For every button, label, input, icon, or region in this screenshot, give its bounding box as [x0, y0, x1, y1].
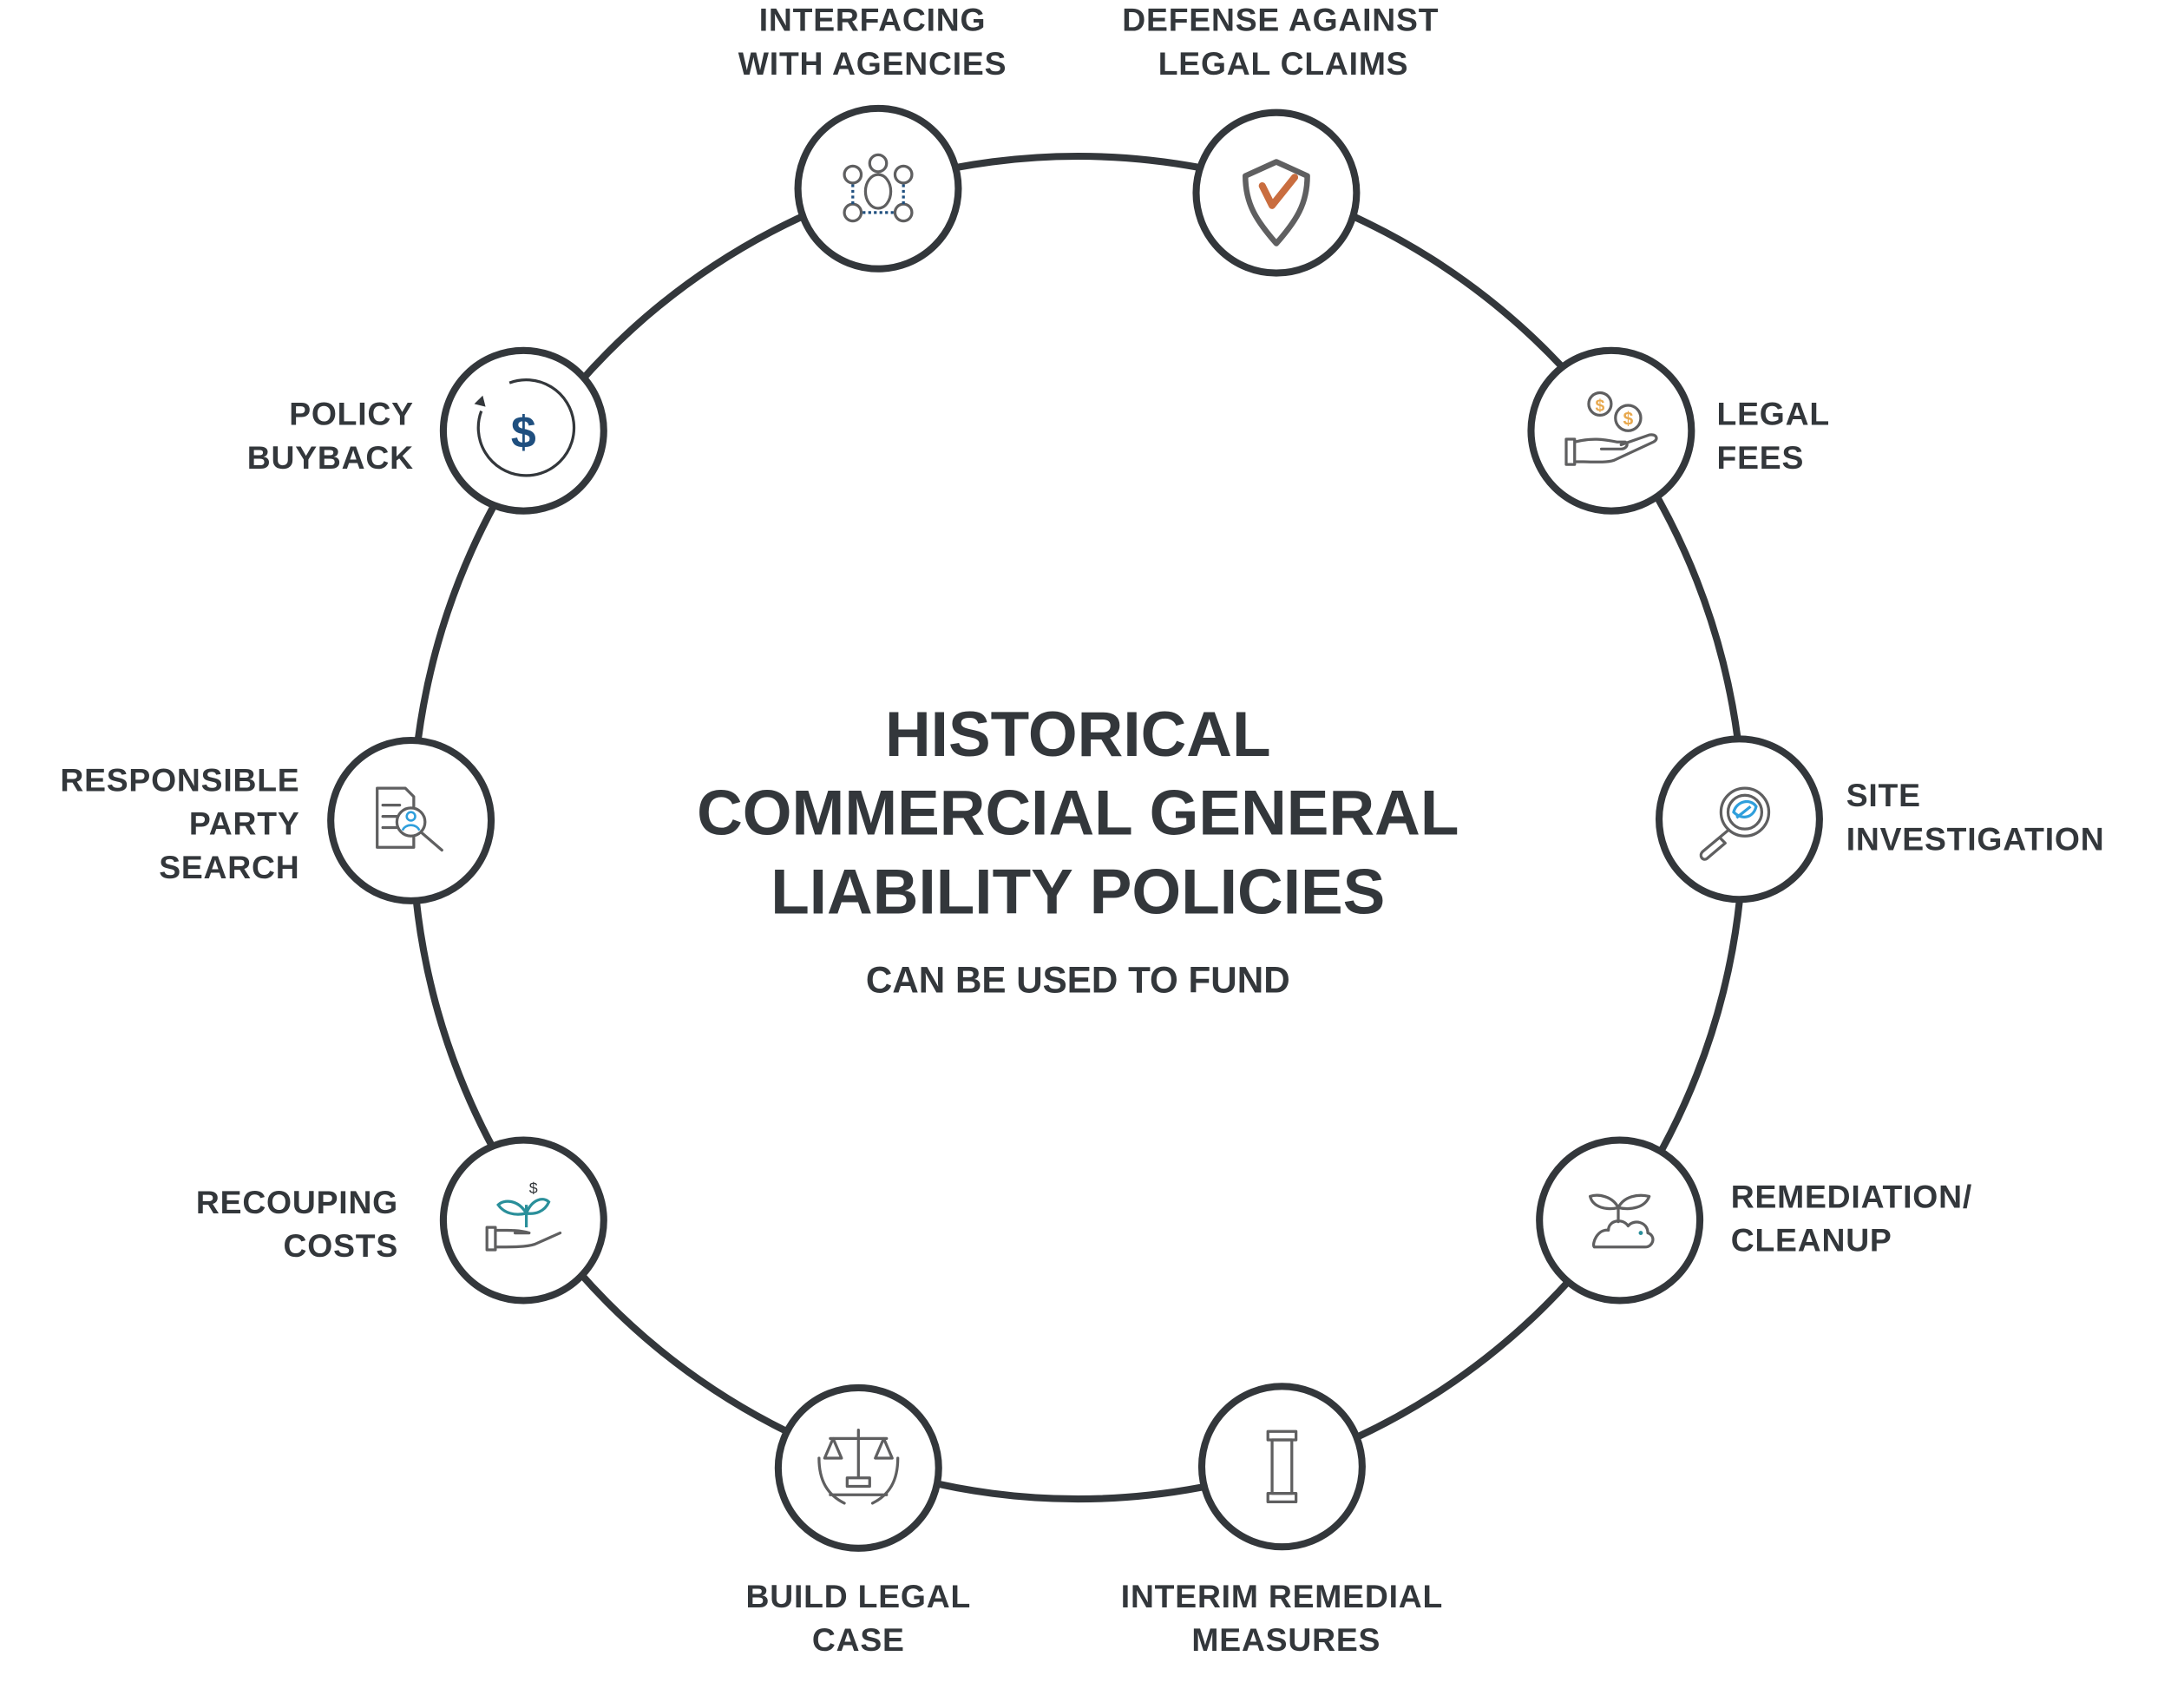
item-label-line: BUYBACK [247, 439, 414, 476]
item-defense-against-legal-claims: DEFENSE AGAINST LEGAL CLAIMS [1122, 2, 1439, 277]
center-title: HISTORICAL COMMERCIAL GENERAL LIABILITY … [697, 700, 1459, 1000]
item-label-line: POLICY [289, 396, 414, 432]
item-label-line: MEASURES [1191, 1621, 1381, 1658]
svg-text:$: $ [1623, 410, 1633, 430]
title-line-2: COMMERCIAL GENERAL [697, 779, 1459, 849]
item-remediation-cleanup: REMEDIATION/ CLEANUP [1536, 1136, 1972, 1305]
item-label-line: BUILD LEGAL [746, 1578, 972, 1614]
scales-hands-icon [817, 1428, 900, 1505]
item-label-line: RESPONSIBLE [60, 761, 299, 798]
item-responsible-party-search: RESPONSIBLE PARTY SEARCH [60, 736, 495, 904]
item-interim-remedial-measures: INTERIM REMEDIAL MEASURES [1121, 1383, 1443, 1658]
plant-cloud-icon [1588, 1193, 1655, 1249]
item-label-line: INTERFACING [759, 2, 987, 38]
item-label-line: SEARCH [159, 849, 299, 885]
node-circle [1655, 735, 1823, 904]
item-legal-fees: $ $ LEGAL FEES [1527, 346, 1830, 515]
hand-coins-icon: $ $ [1564, 391, 1658, 466]
svg-text:$: $ [529, 1180, 538, 1197]
dollar-cycle-icon: $ [474, 378, 576, 477]
item-label-line: PARTY [189, 805, 300, 842]
node-circle [439, 346, 607, 515]
item-label-line: CLEANUP [1731, 1222, 1892, 1259]
item-label-line: WITH AGENCIES [738, 45, 1007, 82]
item-site-investigation: SITE INVESTIGATION [1655, 735, 2105, 904]
item-label-line: CASE [812, 1621, 905, 1658]
item-interfacing-with-agencies: INTERFACING WITH AGENCIES [738, 2, 1007, 273]
node-circle [1197, 1383, 1366, 1551]
document-search-person-icon [376, 786, 443, 852]
item-label-line: COSTS [284, 1227, 398, 1264]
title-line-3: LIABILITY POLICIES [771, 857, 1385, 927]
node-circle [1192, 108, 1361, 277]
item-label-line: INTERIM REMEDIAL [1121, 1578, 1443, 1614]
node-circle [1527, 346, 1695, 515]
item-recouping-costs: $ RECOUPING COSTS [196, 1136, 607, 1305]
network-people-icon [843, 153, 914, 223]
pipe-icon [1266, 1429, 1298, 1503]
node-circle [794, 104, 962, 273]
svg-text:$: $ [511, 407, 536, 457]
shield-check-icon [1243, 159, 1310, 246]
item-label-line: INVESTIGATION [1846, 820, 2105, 857]
magnifier-leaf-icon [1699, 786, 1771, 861]
title-line-1: HISTORICAL [885, 700, 1271, 770]
item-policy-buyback: $ POLICY BUYBACK [247, 346, 607, 515]
node-circle [439, 1136, 607, 1305]
item-build-legal-case: BUILD LEGAL CASE [746, 1383, 972, 1658]
item-label-line: RECOUPING [196, 1184, 398, 1220]
item-label-line: SITE [1846, 777, 1921, 813]
hand-plant-dollar-icon: $ [485, 1180, 562, 1252]
subtitle: CAN BE USED TO FUND [866, 959, 1290, 1000]
item-label-line: LEGAL [1717, 396, 1830, 432]
item-label-line: DEFENSE AGAINST [1122, 2, 1439, 38]
item-label-line: LEGAL CLAIMS [1158, 45, 1409, 82]
item-label-line: REMEDIATION/ [1731, 1178, 1972, 1214]
svg-text:$: $ [1596, 397, 1605, 416]
item-label-line: FEES [1717, 439, 1805, 476]
